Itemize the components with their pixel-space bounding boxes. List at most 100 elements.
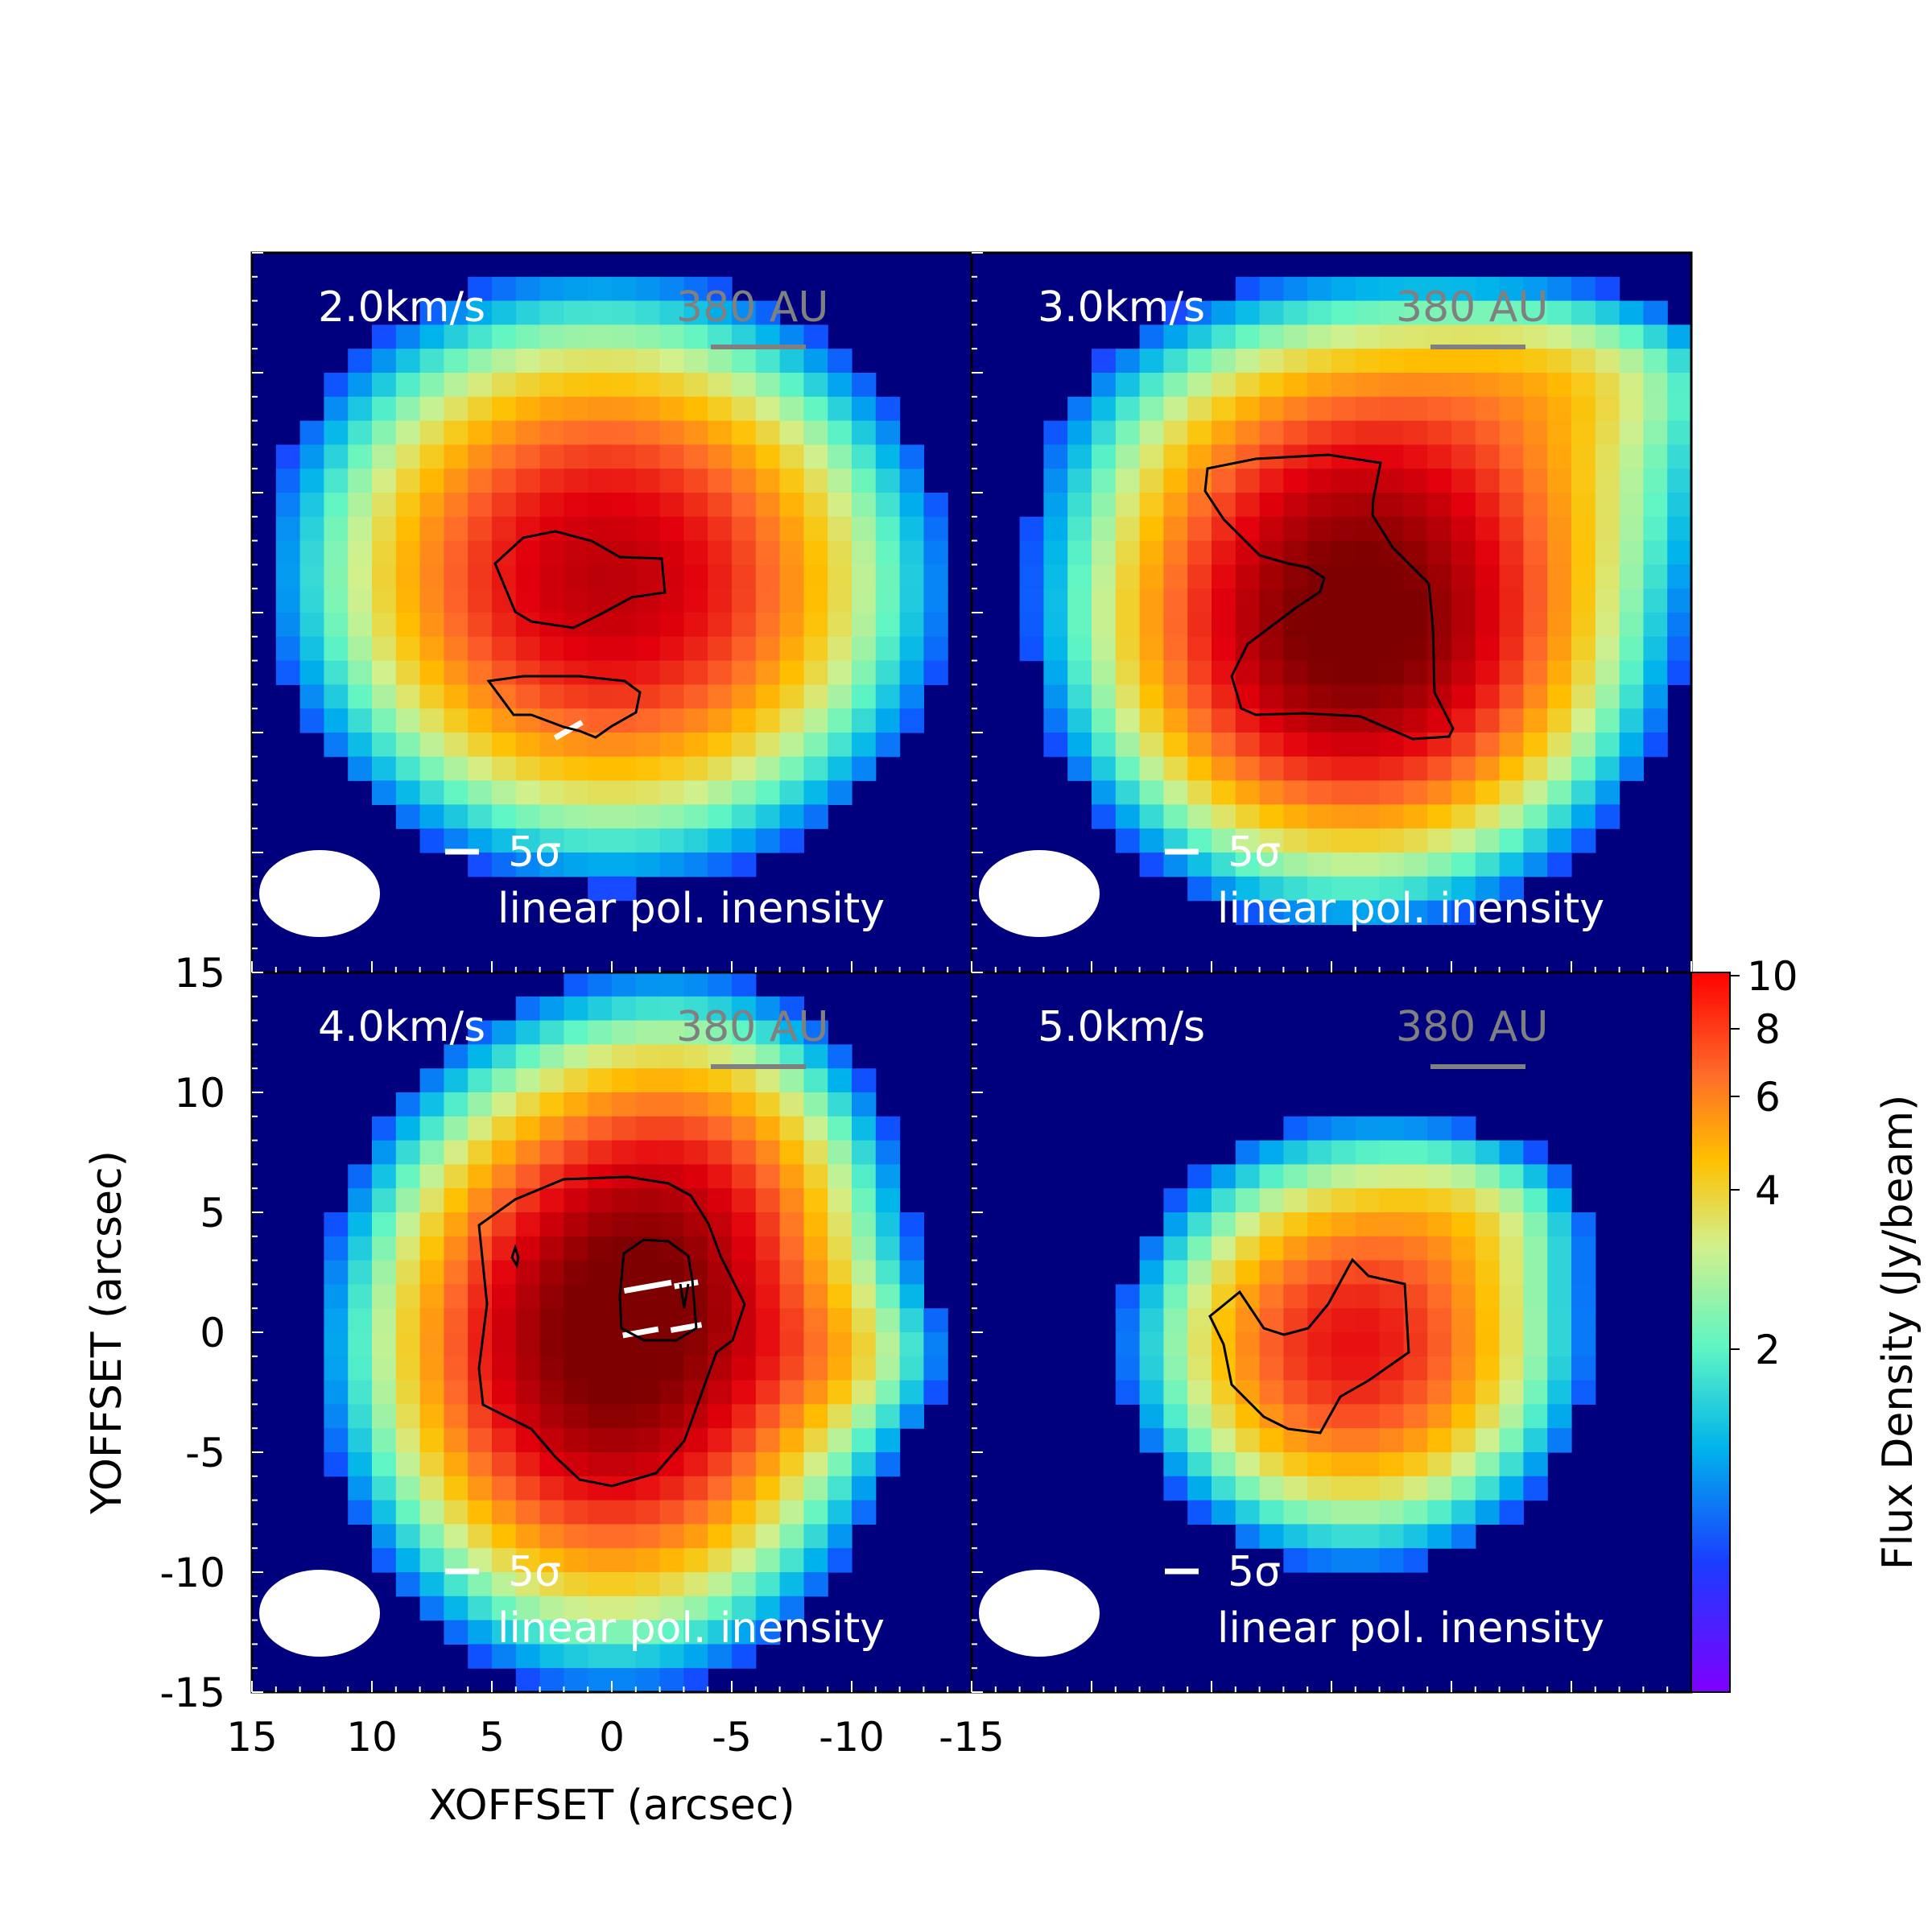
heatmap-cell bbox=[683, 1644, 708, 1669]
heatmap-cell bbox=[1427, 900, 1452, 925]
heatmap-cell bbox=[875, 708, 901, 733]
heatmap-cell bbox=[1307, 1500, 1332, 1525]
heatmap-cell bbox=[755, 1572, 781, 1597]
heatmap-cell bbox=[1259, 1188, 1284, 1213]
heatmap-cell bbox=[1403, 564, 1428, 589]
heatmap-cell bbox=[539, 1644, 564, 1669]
heatmap-cell bbox=[635, 733, 661, 758]
heatmap-cell bbox=[1115, 564, 1141, 589]
heatmap-cell bbox=[1067, 540, 1092, 565]
heatmap-cell bbox=[612, 373, 637, 398]
heatmap-cell bbox=[755, 349, 781, 374]
heatmap-cell bbox=[419, 1068, 444, 1093]
heatmap-cell bbox=[444, 588, 469, 613]
heatmap-cell bbox=[419, 1452, 444, 1477]
heatmap-cell bbox=[444, 420, 469, 445]
heatmap-cell bbox=[1403, 516, 1428, 542]
heatmap-cell bbox=[635, 1356, 661, 1381]
heatmap-cell bbox=[875, 493, 901, 518]
heatmap-cell bbox=[683, 733, 708, 758]
heatmap-cell bbox=[803, 1164, 828, 1189]
heatmap-cell bbox=[492, 1332, 517, 1357]
heatmap-cell bbox=[1571, 1260, 1596, 1285]
heatmap-cell bbox=[1403, 349, 1428, 374]
heatmap-cell bbox=[539, 1524, 564, 1549]
heatmap-cell bbox=[1235, 349, 1261, 374]
heatmap-cell bbox=[444, 1236, 469, 1261]
heatmap-cell bbox=[1667, 420, 1692, 445]
heatmap-cell bbox=[828, 564, 852, 589]
heatmap-cell bbox=[659, 1500, 684, 1525]
heatmap-cell bbox=[1547, 708, 1572, 733]
heatmap-cell bbox=[1019, 613, 1044, 638]
heatmap-cell bbox=[732, 1644, 757, 1669]
heatmap-cell bbox=[1667, 396, 1692, 422]
heatmap-cell bbox=[612, 1500, 637, 1525]
heatmap-cell bbox=[324, 1332, 349, 1357]
heatmap-cell bbox=[1475, 276, 1501, 302]
heatmap-cell bbox=[1212, 1476, 1236, 1501]
heatmap-cell bbox=[324, 708, 349, 733]
heatmap-cell bbox=[1235, 804, 1261, 829]
heatmap-cell bbox=[659, 1644, 684, 1669]
heatmap-cell bbox=[1331, 804, 1356, 829]
heatmap-cell bbox=[1283, 852, 1308, 877]
heatmap-cell bbox=[708, 540, 733, 565]
heatmap-cell bbox=[612, 1116, 637, 1141]
heatmap-cell bbox=[852, 613, 877, 638]
heatmap-cell bbox=[444, 1404, 469, 1429]
heatmap-cell bbox=[659, 276, 684, 302]
heatmap-cell bbox=[875, 1188, 901, 1213]
heatmap-cell bbox=[372, 733, 397, 758]
heatmap-cell bbox=[395, 1452, 421, 1477]
heatmap-cell bbox=[1307, 276, 1332, 302]
heatmap-cell bbox=[588, 349, 613, 374]
heatmap-cell bbox=[852, 1404, 877, 1429]
heatmap-cell bbox=[1331, 1308, 1356, 1333]
heatmap-cell bbox=[1499, 1212, 1524, 1237]
heatmap-cell bbox=[1331, 1428, 1356, 1453]
heatmap-cell bbox=[1523, 828, 1548, 853]
heatmap-cell bbox=[372, 564, 397, 589]
heatmap-cell bbox=[515, 1236, 541, 1261]
heatmap-cell bbox=[1043, 636, 1068, 662]
heatmap-cell bbox=[1403, 828, 1428, 853]
heatmap-cell bbox=[1451, 1236, 1476, 1261]
heatmap-cell bbox=[1307, 660, 1332, 685]
heatmap-cell bbox=[372, 708, 397, 733]
heatmap-cell bbox=[1187, 613, 1212, 638]
heatmap-cell bbox=[588, 996, 613, 1022]
heatmap-cell bbox=[564, 1212, 588, 1237]
heatmap-cell bbox=[1212, 1404, 1236, 1429]
heatmap-cell bbox=[1403, 1524, 1428, 1549]
heatmap-cell bbox=[1307, 373, 1332, 398]
heatmap-cell bbox=[708, 1572, 733, 1597]
heatmap-cell bbox=[492, 733, 517, 758]
heatmap-cell bbox=[875, 1212, 901, 1237]
heatmap-cell bbox=[852, 1284, 877, 1309]
heatmap-cell bbox=[779, 1212, 804, 1237]
heatmap-cell bbox=[539, 1260, 564, 1285]
heatmap-cell bbox=[1283, 1548, 1308, 1573]
heatmap-cell bbox=[852, 1260, 877, 1285]
heatmap-cell bbox=[1475, 564, 1501, 589]
heatmap-cell bbox=[828, 636, 852, 662]
heatmap-cell bbox=[1595, 804, 1620, 829]
heatmap-cell bbox=[1451, 444, 1476, 469]
heatmap-cell bbox=[1379, 396, 1404, 422]
heatmap-cell bbox=[1163, 756, 1188, 782]
heatmap-cell bbox=[875, 1260, 901, 1285]
heatmap-cell bbox=[492, 1308, 517, 1333]
sigma-label: 5σ bbox=[508, 828, 561, 877]
heatmap-cell bbox=[1523, 660, 1548, 685]
heatmap-cell bbox=[635, 1476, 661, 1501]
heatmap-cell bbox=[1403, 493, 1428, 518]
heatmap-cell bbox=[1451, 516, 1476, 542]
heatmap-cell bbox=[683, 1164, 708, 1189]
heatmap-cell bbox=[468, 373, 493, 398]
heatmap-cell bbox=[539, 1428, 564, 1453]
heatmap-cell bbox=[588, 540, 613, 565]
heatmap-cell bbox=[1163, 469, 1188, 493]
heatmap-cell bbox=[1619, 469, 1644, 493]
heatmap-cell bbox=[755, 1404, 781, 1429]
